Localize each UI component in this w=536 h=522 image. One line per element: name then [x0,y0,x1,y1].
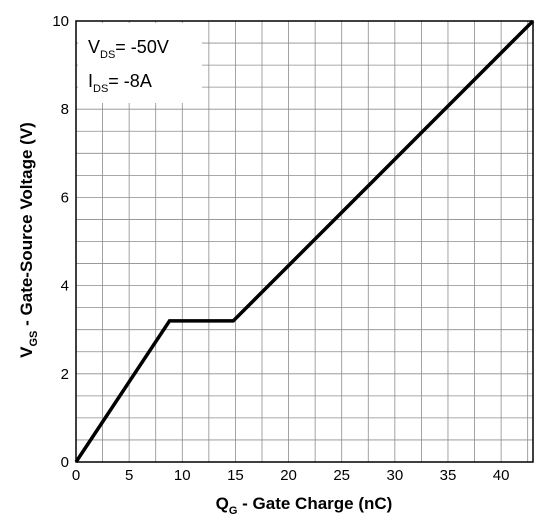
y-tick-label: 4 [61,278,69,295]
y-tick-label: 2 [61,366,69,383]
x-axis-label: QG - Gate Charge (nC) [216,494,393,517]
x-tick-label: 35 [440,467,457,484]
x-tick-label: 20 [280,467,297,484]
y-axis-label: VGS - Gate-Source Voltage (V) [17,122,40,358]
y-tick-label: 0 [61,454,69,471]
series-line [74,19,535,463]
annotation-ids: IDS= -8A [88,71,152,95]
x-tick-label: 15 [227,467,244,484]
x-tick-label: 0 [72,467,80,484]
x-tick-label: 5 [125,467,133,484]
x-tick-label: 40 [493,467,510,484]
tick-labels: 0 5 10 15 20 25 30 35 40 0 2 4 6 8 10 [52,13,509,484]
y-tick-label: 8 [61,101,69,118]
x-tick-label: 25 [333,467,350,484]
y-tick-label: 10 [52,13,69,30]
y-tick-label: 6 [61,189,69,206]
plot-frame [75,20,534,463]
x-tick-label: 30 [386,467,403,484]
series-layer [74,19,535,463]
x-tick-label: 10 [174,467,191,484]
annotation-box [78,23,202,103]
annotation-vds: VDS= -50V [88,37,169,61]
